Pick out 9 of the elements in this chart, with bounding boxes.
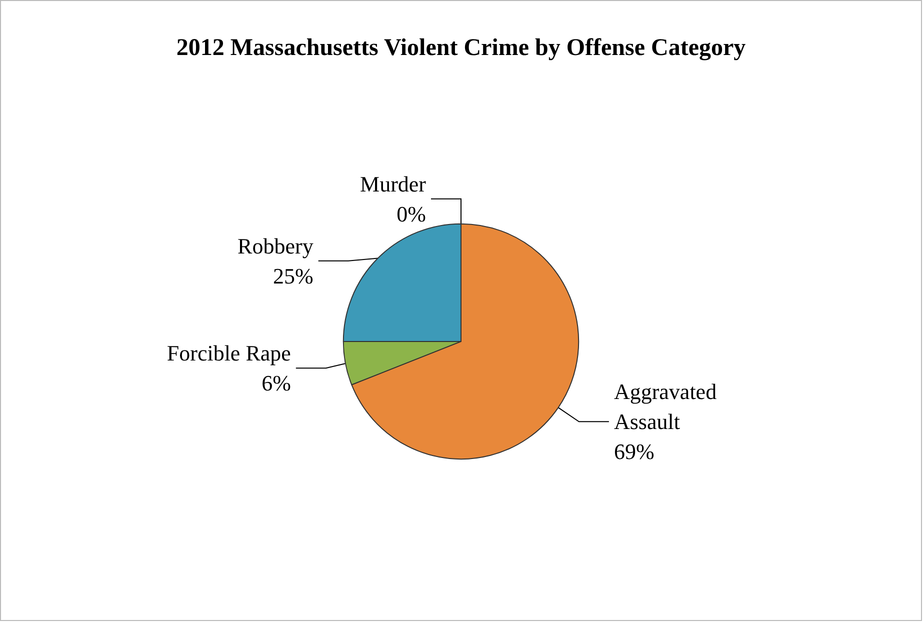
text: 0% <box>396 201 426 226</box>
category-label: Murder <box>360 171 426 196</box>
data-label: 25% <box>272 263 314 288</box>
data-label: 6% <box>262 370 291 396</box>
slice-label: Aggravated Assault <box>614 379 722 434</box>
chart-title: 2012 Massachusetts Violent Crime by Offense Category <box>176 35 746 61</box>
data-label: 69% <box>614 439 654 464</box>
slice-label: Forcible Rape <box>166 340 291 366</box>
slice-label: Robbery <box>238 233 314 258</box>
